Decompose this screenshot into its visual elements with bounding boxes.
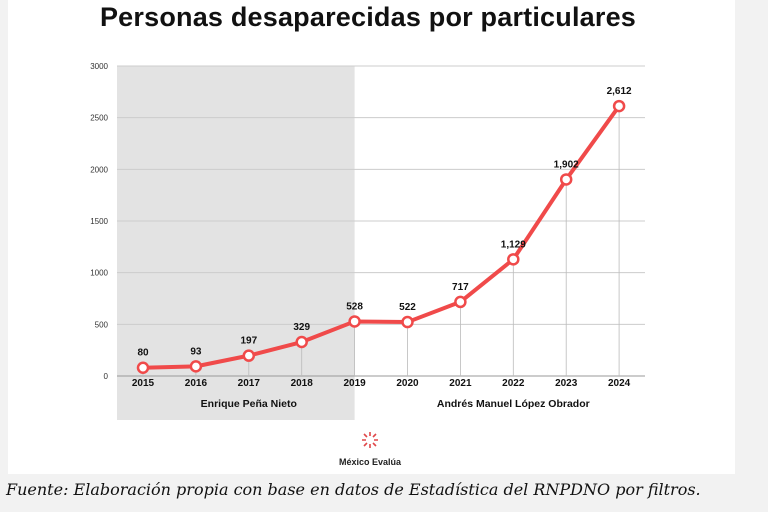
x-tick-label: 2019 xyxy=(343,378,366,389)
x-tick-label: 2023 xyxy=(555,378,578,389)
period-label: Andrés Manuel López Obrador xyxy=(437,398,590,410)
data-point xyxy=(612,99,626,113)
data-point xyxy=(242,349,256,362)
series-line xyxy=(142,104,621,370)
data-label: 93 xyxy=(190,346,202,357)
x-tick-label: 2022 xyxy=(502,378,525,389)
data-label: 2,612 xyxy=(607,86,632,97)
y-tick-label: 500 xyxy=(95,320,109,329)
y-tick-label: 1500 xyxy=(90,217,108,226)
data-label: 80 xyxy=(137,348,149,359)
period-shade xyxy=(117,66,355,420)
y-tick-label: 2000 xyxy=(90,165,108,174)
x-tick-label: 2017 xyxy=(238,378,261,389)
data-label: 528 xyxy=(346,301,363,312)
data-point xyxy=(559,173,573,186)
logo-text: México Evalúa xyxy=(338,457,402,467)
y-tick-label: 3000 xyxy=(90,62,108,71)
period-label: Enrique Peña Nieto xyxy=(201,398,297,410)
data-label: 1,902 xyxy=(554,159,579,170)
data-label: 717 xyxy=(452,282,469,293)
x-tick-label: 2021 xyxy=(449,378,472,389)
mexico-evalua-logo: México Evalúa xyxy=(330,430,410,467)
data-point xyxy=(401,315,414,329)
chart-title: Personas desaparecidas por particulares xyxy=(99,2,637,32)
y-tick-label: 0 xyxy=(104,372,109,381)
x-tick-label: 2018 xyxy=(291,378,314,389)
x-tick-label: 2024 xyxy=(608,378,631,389)
y-tick-label: 2500 xyxy=(90,114,108,123)
data-point xyxy=(454,295,467,309)
star-logo-icon xyxy=(362,432,378,448)
data-point xyxy=(348,315,361,328)
x-tick-label: 2015 xyxy=(132,378,155,389)
data-point xyxy=(507,253,520,266)
source-caption: Fuente: Elaboración propia con base en d… xyxy=(6,480,701,499)
x-tick-label: 2020 xyxy=(396,378,419,389)
data-label: 522 xyxy=(399,302,416,313)
data-label: 1,129 xyxy=(501,239,526,250)
x-tick-label: 2016 xyxy=(185,378,208,389)
data-point xyxy=(136,361,150,374)
y-tick-label: 1000 xyxy=(90,269,108,278)
data-label: 329 xyxy=(293,322,310,333)
line-chart: 0 500 1000 1500 2000 2500 3000 80 2015 93 2016 197 2… xyxy=(90,62,645,420)
data-label: 197 xyxy=(240,336,257,347)
data-point xyxy=(295,335,308,349)
data-point xyxy=(189,360,203,373)
